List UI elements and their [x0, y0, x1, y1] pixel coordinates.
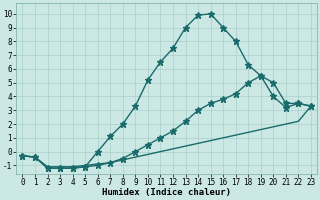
X-axis label: Humidex (Indice chaleur): Humidex (Indice chaleur) [102, 188, 231, 197]
